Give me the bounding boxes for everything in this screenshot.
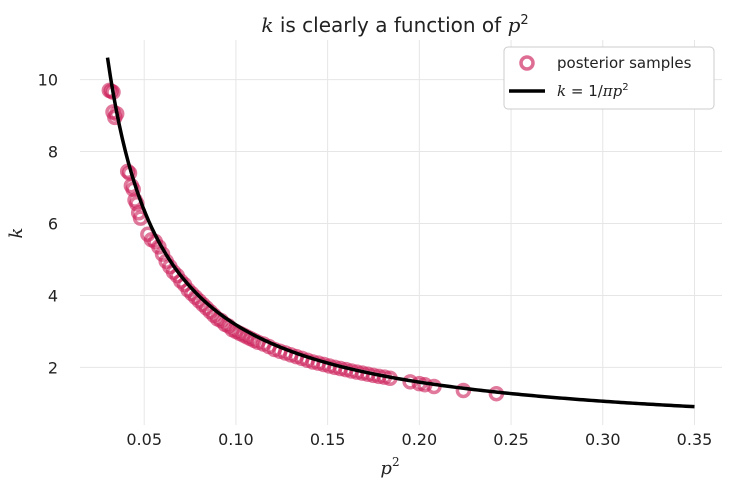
x-tick-label: 0.20: [402, 430, 438, 449]
legend-frame: [503, 46, 715, 110]
y-tick-label: 8: [48, 143, 58, 162]
x-tick-label: 0.05: [126, 430, 162, 449]
x-axis-label: p2: [380, 455, 399, 479]
legend-marker-scatter: [519, 55, 535, 71]
legend-label-scatter: posterior samples: [557, 54, 692, 72]
chart-title: k is clearly a function of p2: [261, 13, 528, 37]
legend-label-curve: k = 1/πp2: [557, 82, 629, 100]
x-tick-label: 0.35: [677, 430, 713, 449]
y-tick-label: 6: [48, 215, 58, 234]
legend: posterior samples k = 1/πp2: [503, 46, 715, 110]
curve-series: [105, 57, 695, 409]
curve-line: [105, 57, 695, 409]
y-tick-label: 4: [48, 286, 58, 305]
x-tick-label: 0.15: [310, 430, 346, 449]
x-tick-label: 0.30: [585, 430, 621, 449]
x-tick-label: 0.25: [493, 430, 529, 449]
y-tick-label: 2: [48, 358, 58, 377]
y-tick-labels: 2 4 6 8 10: [38, 71, 58, 378]
scatter-series: [101, 82, 505, 402]
y-tick-label: 10: [38, 71, 58, 90]
x-tick-label: 0.10: [218, 430, 254, 449]
y-axis-label: k: [6, 228, 27, 239]
x-tick-labels: 0.05 0.10 0.15 0.20 0.25 0.30 0.35: [126, 430, 712, 449]
